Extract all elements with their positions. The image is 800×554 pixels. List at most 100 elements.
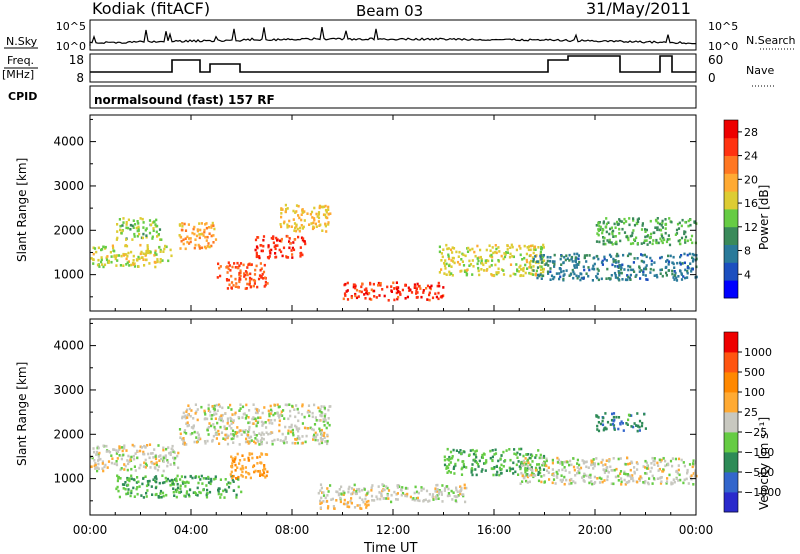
echo-cell <box>149 466 152 469</box>
echo-cell <box>428 298 431 302</box>
echo-cell <box>129 223 132 227</box>
echo-cell <box>268 412 271 416</box>
echo-cell <box>244 429 247 432</box>
echo-cell <box>401 492 405 495</box>
colorbar-swatch <box>724 280 738 299</box>
echo-cell <box>317 211 321 214</box>
echo-cell <box>532 273 535 276</box>
echo-cell <box>510 243 513 247</box>
echo-cell <box>280 212 283 215</box>
echo-cell <box>309 213 312 216</box>
echo-cell <box>330 498 333 501</box>
echo-cell <box>452 491 455 494</box>
echo-cell <box>597 421 600 424</box>
echo-cell <box>143 461 146 465</box>
echo-cell <box>636 222 639 226</box>
echo-cell <box>308 414 311 418</box>
echo-cell <box>508 469 512 473</box>
echo-cell <box>133 465 136 468</box>
echo-cell <box>570 477 573 481</box>
echo-cell <box>585 460 588 464</box>
echo-cell <box>602 221 605 225</box>
echo-cell <box>612 260 615 263</box>
echo-cell <box>625 422 628 425</box>
echo-cell <box>234 411 237 415</box>
echo-cell <box>321 438 324 441</box>
echo-cell <box>606 267 609 271</box>
echo-cell <box>158 245 161 249</box>
echo-cell <box>414 285 417 288</box>
echo-cell <box>164 454 167 457</box>
echo-cell <box>297 235 300 239</box>
echo-cell <box>150 452 153 455</box>
echo-cell <box>282 409 285 412</box>
echo-cell <box>205 477 208 480</box>
echo-cell <box>215 403 218 407</box>
echo-cell <box>255 245 259 248</box>
echo-cell <box>146 246 149 249</box>
echo-cell <box>236 426 239 429</box>
echo-cell <box>443 262 446 265</box>
echo-cell <box>312 221 315 225</box>
echo-cell <box>265 426 268 429</box>
echo-cell <box>619 271 622 275</box>
echo-cell <box>438 490 441 493</box>
echo-cell <box>523 244 526 248</box>
echo-cell <box>595 415 598 418</box>
echo-cell <box>157 455 160 458</box>
echo-cell <box>208 245 211 249</box>
echo-cell <box>118 218 121 221</box>
echo-cell <box>614 259 617 262</box>
echo-cell <box>329 212 332 215</box>
echo-cell <box>560 480 563 483</box>
echo-cell <box>196 228 199 231</box>
nsearch-tick-top: 10^5 <box>708 20 738 33</box>
echo-cell <box>632 425 635 429</box>
echo-cell <box>119 264 122 267</box>
echo-cell <box>244 273 247 277</box>
echo-cell <box>173 494 176 497</box>
echo-cell <box>692 459 695 462</box>
echo-cell <box>629 242 633 246</box>
colorbar-swatch <box>724 352 738 373</box>
echo-cell <box>302 211 305 214</box>
echo-cell <box>598 224 601 228</box>
echo-cell <box>115 452 118 455</box>
echo-cell <box>257 277 261 281</box>
echo-cell <box>557 458 560 462</box>
echo-cell <box>159 250 162 253</box>
echo-cell <box>157 233 160 236</box>
echo-cell <box>236 452 239 456</box>
echo-cell <box>254 437 257 440</box>
echo-cell <box>505 469 508 472</box>
echo-cell <box>545 457 548 461</box>
echo-cell <box>441 294 444 298</box>
echo-cell <box>214 417 217 420</box>
echo-cell <box>249 435 253 439</box>
echo-cell <box>153 260 156 264</box>
echo-cell <box>460 269 463 273</box>
echo-cell <box>568 463 571 467</box>
time-axis-label: Time UT <box>363 541 417 554</box>
echo-cell <box>207 409 210 412</box>
echo-cell <box>676 261 679 265</box>
echo-cell <box>238 409 241 412</box>
echo-cell <box>142 465 146 468</box>
echo-cell <box>673 266 676 269</box>
echo-cell <box>290 425 293 429</box>
echo-cell <box>529 468 533 471</box>
echo-cell <box>675 470 678 473</box>
echo-cell <box>640 242 643 245</box>
echo-cell <box>270 419 273 422</box>
echo-cell <box>549 278 552 281</box>
echo-cell <box>532 258 535 261</box>
echo-cell <box>160 457 163 461</box>
echo-cell <box>410 291 414 294</box>
echo-cell <box>596 276 599 280</box>
echo-cell <box>257 440 260 443</box>
echo-cell <box>449 471 452 474</box>
echo-cell <box>431 495 434 499</box>
echo-cell <box>619 219 622 223</box>
echo-cell <box>603 427 606 430</box>
echo-cell <box>111 457 114 460</box>
